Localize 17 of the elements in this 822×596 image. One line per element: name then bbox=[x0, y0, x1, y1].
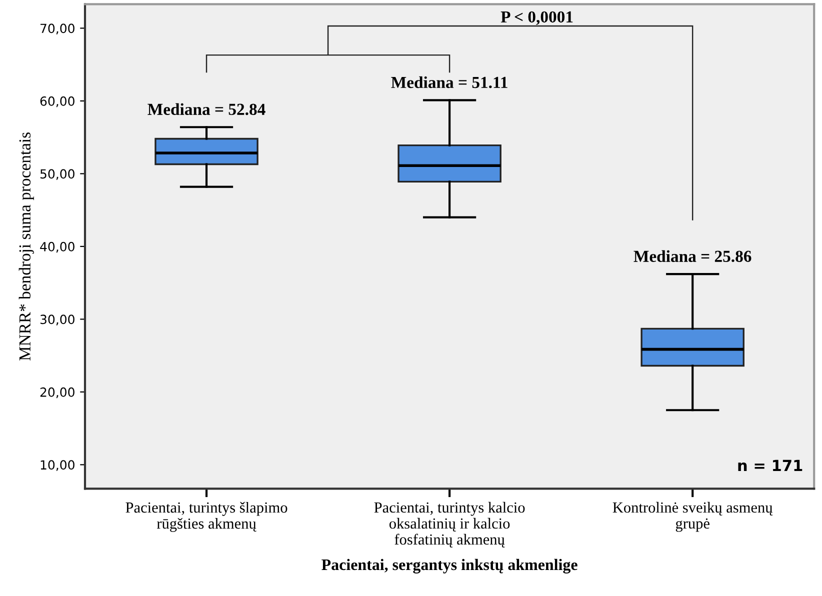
x-axis-title: Pacientai, sergantys inkstų akmenlige bbox=[322, 558, 578, 574]
y-tick-label: 70,00 bbox=[40, 24, 74, 34]
x-tick-label: Kontrolinė sveikų asmenų grupė bbox=[612, 502, 773, 532]
annotation: Mediana = 25.86 bbox=[634, 250, 752, 262]
annotation: Mediana = 52.84 bbox=[148, 103, 266, 116]
y-tick-label: 40,00 bbox=[40, 242, 74, 253]
annotation: Mediana = 51.11 bbox=[391, 76, 508, 88]
x-tick-label: Pacientai, turintys šlapimo rūgšties akmenų bbox=[126, 502, 288, 532]
y-axis-title: MNRR* bendroji suma procentais bbox=[18, 132, 34, 361]
y-tick-label: 30,00 bbox=[40, 314, 74, 326]
y-tick-label: 50,00 bbox=[40, 169, 74, 180]
annotation: n = 171 bbox=[738, 460, 802, 472]
annotation: P < 0,0001 bbox=[500, 11, 573, 26]
x-tick-label: Pacientai, turintys kalcio oksalatinių ir kalcio fosfatinių akmenų bbox=[374, 502, 525, 548]
y-tick-label: 20,00 bbox=[40, 387, 74, 398]
y-tick-label: 10,00 bbox=[40, 460, 74, 471]
y-tick-label: 60,00 bbox=[40, 96, 74, 108]
